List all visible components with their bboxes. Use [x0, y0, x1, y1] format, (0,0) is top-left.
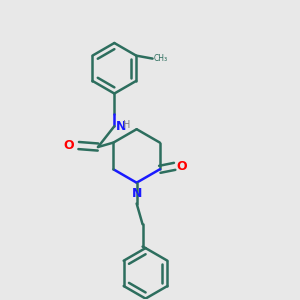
Text: H: H [123, 120, 130, 130]
Text: CH₃: CH₃ [154, 54, 168, 63]
Text: O: O [176, 160, 187, 173]
Text: N: N [131, 187, 142, 200]
Text: N: N [116, 120, 126, 133]
Text: O: O [64, 139, 74, 152]
